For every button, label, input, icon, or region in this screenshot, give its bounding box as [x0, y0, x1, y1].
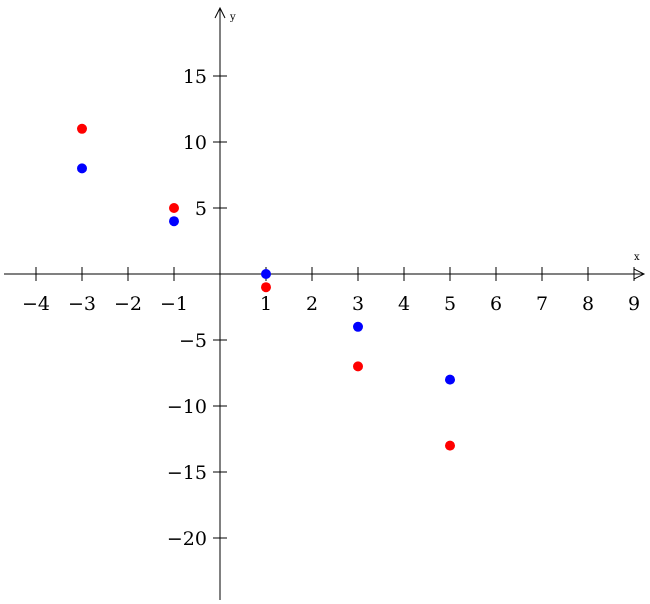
series-2-point — [169, 203, 179, 213]
y-tick-label: 15 — [183, 66, 207, 88]
series-1-point — [353, 321, 363, 332]
axes: xy — [4, 6, 646, 600]
ticks: −4 −3 −2 −1 1 2 3 4 5 6 7 8 9 15 10 5 −5 −10 −15 −20 — [22, 66, 640, 550]
y-tick-label: −15 — [167, 462, 207, 484]
x-tick-label: −1 — [160, 293, 188, 315]
y-tick-label: 10 — [183, 132, 207, 154]
data-points — [77, 123, 455, 451]
x-tick-label: 1 — [260, 293, 272, 315]
y-axis-label: y — [229, 12, 236, 23]
x-axis-arrow — [633, 268, 646, 280]
series-2-point — [261, 282, 271, 293]
y-tick-label: −5 — [179, 330, 207, 352]
y-tick-label: −10 — [167, 396, 207, 418]
series-2-point — [445, 440, 455, 451]
x-tick-label: 5 — [444, 293, 456, 315]
y-tick-label: −20 — [167, 528, 207, 550]
x-tick-label: −3 — [68, 293, 96, 315]
x-tick-label: −4 — [22, 293, 50, 315]
series-1-point — [261, 269, 271, 279]
x-axis-label: x — [634, 252, 640, 263]
x-tick-label: 6 — [490, 293, 502, 315]
series-1-point — [77, 163, 87, 174]
x-tick-label: 7 — [536, 293, 548, 315]
x-tick-label: 9 — [628, 293, 640, 315]
series-2-point — [77, 123, 87, 134]
y-tick-label: 5 — [195, 198, 207, 220]
x-tick-label: 2 — [306, 293, 318, 315]
x-tick-label: 3 — [352, 293, 364, 315]
y-axis-arrow — [214, 6, 226, 19]
x-tick-label: −2 — [114, 293, 142, 315]
series-1-point — [169, 216, 179, 227]
series-1-point — [445, 374, 455, 385]
x-tick-label: 4 — [398, 293, 410, 315]
series-2-point — [353, 361, 363, 372]
x-tick-label: 8 — [582, 293, 594, 315]
